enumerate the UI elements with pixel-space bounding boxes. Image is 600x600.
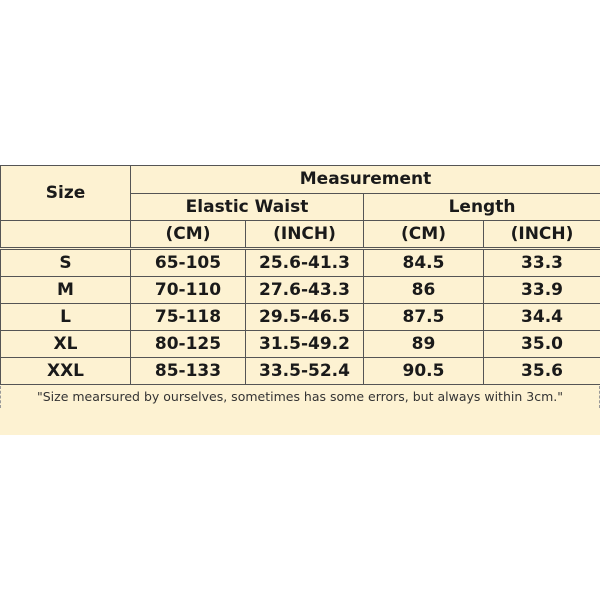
unit-header: (INCH) bbox=[482, 220, 600, 250]
unit-header: (CM) bbox=[130, 220, 246, 250]
cell-waist-cm: 85-133 bbox=[130, 357, 246, 385]
header-row-subgroup: Elastic Waist Length bbox=[1, 192, 600, 221]
header-row-group: Size Measurement bbox=[0, 165, 600, 221]
table-row: S 65-105 25.6-41.3 84.5 33.3 bbox=[0, 248, 600, 277]
header-row-units: (CM) (INCH) (CM) (INCH) bbox=[0, 220, 600, 250]
elastic-waist-header: Elastic Waist bbox=[130, 192, 364, 221]
table-row: XXL 85-133 33.5-52.4 90.5 35.6 bbox=[0, 357, 600, 385]
cell-size: XXL bbox=[0, 357, 131, 385]
cell-waist-cm: 70-110 bbox=[130, 276, 246, 304]
cell-length-inch: 35.6 bbox=[482, 357, 600, 385]
cell-size: L bbox=[0, 303, 131, 331]
cell-waist-inch: 27.6-43.3 bbox=[245, 276, 364, 304]
cell-waist-inch: 33.5-52.4 bbox=[245, 357, 364, 385]
cell-length-cm: 86 bbox=[363, 276, 484, 304]
cell-length-inch: 35.0 bbox=[482, 330, 600, 358]
table-row: M 70-110 27.6-43.3 86 33.9 bbox=[0, 276, 600, 304]
unit-header: (CM) bbox=[363, 220, 484, 250]
table-row: L 75-118 29.5-46.5 87.5 34.4 bbox=[0, 303, 600, 331]
cell-waist-inch: 25.6-41.3 bbox=[245, 248, 364, 277]
cell-length-cm: 89 bbox=[363, 330, 484, 358]
cell-waist-inch: 31.5-49.2 bbox=[245, 330, 364, 358]
table-row: XL 80-125 31.5-49.2 89 35.0 bbox=[0, 330, 600, 358]
empty-cell bbox=[0, 220, 131, 250]
cell-waist-cm: 80-125 bbox=[130, 330, 246, 358]
cell-length-cm: 84.5 bbox=[363, 248, 484, 277]
cell-length-inch: 33.9 bbox=[482, 276, 600, 304]
cell-size: XL bbox=[0, 330, 131, 358]
unit-header: (INCH) bbox=[245, 220, 364, 250]
cell-length-cm: 87.5 bbox=[363, 303, 484, 331]
cell-size: M bbox=[0, 276, 131, 304]
size-header: Size bbox=[0, 165, 131, 221]
cell-length-inch: 33.3 bbox=[482, 248, 600, 277]
cell-length-cm: 90.5 bbox=[363, 357, 484, 385]
size-chart-table: Size Measurement Elastic Waist Length (C… bbox=[0, 165, 600, 385]
cell-waist-cm: 75-118 bbox=[130, 303, 246, 331]
cell-waist-cm: 65-105 bbox=[130, 248, 246, 277]
footnote: "Size mearsured by ourselves, sometimes … bbox=[0, 386, 600, 408]
cell-length-inch: 34.4 bbox=[482, 303, 600, 331]
measurement-header: Measurement bbox=[129, 165, 600, 194]
cell-size: S bbox=[0, 248, 131, 277]
length-header: Length bbox=[362, 192, 600, 221]
cell-waist-inch: 29.5-46.5 bbox=[245, 303, 364, 331]
